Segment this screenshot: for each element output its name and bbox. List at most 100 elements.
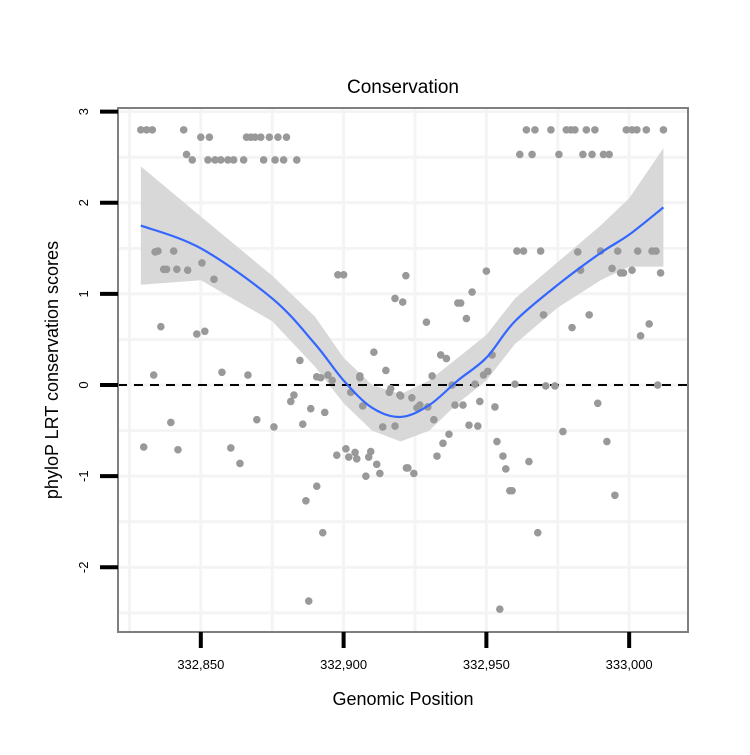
data-point <box>306 404 315 413</box>
data-point <box>197 133 205 141</box>
data-point <box>344 453 353 461</box>
data-point <box>251 133 259 141</box>
y-tick-label: -1 <box>76 470 91 482</box>
data-point <box>193 330 201 338</box>
data-point <box>139 443 148 451</box>
data-point <box>588 150 596 159</box>
data-point <box>198 259 206 267</box>
data-point <box>358 402 367 410</box>
data-point <box>396 391 404 399</box>
data-point <box>286 397 295 406</box>
chart-title: Conservation <box>347 77 459 98</box>
gridlines <box>118 108 688 632</box>
y-tick-label: 3 <box>76 108 91 115</box>
data-point <box>513 247 521 255</box>
data-point <box>613 247 622 255</box>
data-point <box>167 418 175 427</box>
data-point <box>493 437 501 446</box>
data-point <box>282 133 291 141</box>
data-point <box>622 126 631 134</box>
data-point <box>541 382 550 390</box>
data-point <box>316 373 325 382</box>
data-point <box>183 266 192 275</box>
data-point <box>428 372 436 380</box>
smooth-line <box>140 206 665 419</box>
data-point <box>188 156 197 164</box>
data-point <box>474 422 482 430</box>
x-tick-label: 332,900 <box>320 657 367 672</box>
data-point <box>334 270 342 279</box>
data-point <box>137 126 145 134</box>
data-point <box>252 415 261 424</box>
data-point <box>462 314 471 323</box>
data-point <box>633 126 641 134</box>
data-point <box>511 380 519 388</box>
data-point <box>292 156 301 164</box>
data-point <box>633 247 642 255</box>
data-point <box>573 248 582 256</box>
smooth-curve <box>140 206 665 419</box>
data-point <box>522 126 531 134</box>
data-point <box>408 393 416 402</box>
data-point <box>442 354 451 363</box>
y-tick-label: -2 <box>76 562 91 574</box>
data-point <box>210 275 218 284</box>
data-point <box>433 452 441 460</box>
data-point <box>533 528 542 537</box>
y-axis-label: phyloP LRT conservation scores <box>42 241 62 499</box>
data-point <box>236 459 244 468</box>
data-point <box>410 469 418 478</box>
data-point <box>205 133 214 141</box>
data-point <box>149 371 158 379</box>
data-point <box>386 384 395 393</box>
data-point <box>159 265 168 274</box>
data-point <box>142 126 151 134</box>
data-point <box>599 150 608 159</box>
data-point <box>459 401 467 409</box>
data-point <box>451 401 459 409</box>
data-point <box>173 265 181 274</box>
data-point <box>339 270 348 279</box>
data-point <box>362 472 370 480</box>
data-point <box>642 126 651 134</box>
data-point <box>229 156 238 164</box>
data-point <box>351 448 359 457</box>
data-point <box>559 427 567 436</box>
data-point <box>391 422 399 430</box>
data-point <box>256 133 265 141</box>
data-point <box>174 445 182 454</box>
data-point <box>324 371 332 379</box>
data-point <box>571 126 579 134</box>
data-point <box>439 439 447 448</box>
data-point <box>404 464 412 472</box>
data-point <box>244 371 252 379</box>
panel-border <box>117 107 689 633</box>
data-point <box>179 126 188 134</box>
panel-background <box>118 108 688 632</box>
data-point <box>605 150 613 159</box>
data-point <box>376 469 384 478</box>
data-point <box>182 150 191 159</box>
y-axis-ticks: 3 2 1 0 -1 -2 <box>76 108 118 573</box>
data-point <box>608 264 616 273</box>
data-point <box>593 399 602 408</box>
data-point <box>402 271 410 280</box>
data-point <box>296 356 304 365</box>
data-point <box>659 126 668 134</box>
data-point <box>271 156 279 164</box>
data-point <box>320 408 329 417</box>
data-point <box>279 156 288 164</box>
data-point <box>502 465 510 473</box>
data-point <box>398 298 407 306</box>
data-point <box>270 423 278 431</box>
data-point <box>496 605 504 614</box>
data-point <box>290 391 298 399</box>
data-point <box>201 327 209 336</box>
data-point <box>656 269 665 277</box>
data-point <box>218 368 226 377</box>
data-point <box>227 444 235 452</box>
data-point <box>628 266 636 275</box>
data-point <box>391 294 399 303</box>
data-point <box>636 332 645 340</box>
data-point <box>259 156 268 164</box>
